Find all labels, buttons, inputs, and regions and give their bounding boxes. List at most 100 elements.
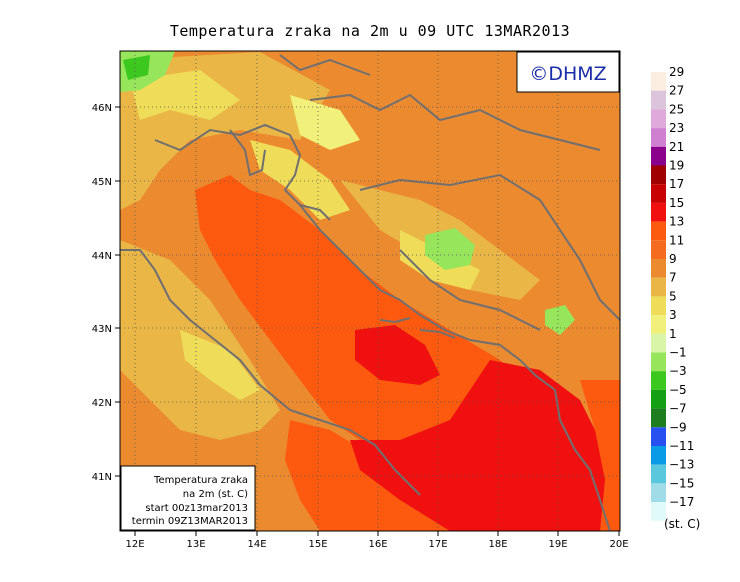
istria xyxy=(229,129,266,177)
legend-swatch xyxy=(651,352,666,372)
field-green-dark xyxy=(123,55,150,80)
legend-label: −3 xyxy=(669,364,687,378)
field-green-montenegro xyxy=(545,305,575,335)
legend-swatch xyxy=(651,90,666,110)
legend-swatch xyxy=(651,502,666,521)
island-1 xyxy=(299,204,331,221)
legend-label: 17 xyxy=(669,177,684,191)
graticule xyxy=(120,51,620,531)
legend-label: 25 xyxy=(669,102,684,116)
lon-tick-20e: 20E xyxy=(609,539,628,550)
info-line-1: Temperatura zraka xyxy=(153,475,248,486)
legend-label: 11 xyxy=(669,233,684,247)
field-pale-yellow xyxy=(290,95,360,150)
legend-label: −5 xyxy=(669,383,687,397)
legend-label: 21 xyxy=(669,140,684,154)
field-adriatic xyxy=(195,175,540,470)
legend-label: 23 xyxy=(669,121,684,135)
lat-tick-45n: 45N xyxy=(92,177,112,188)
lat-labels: 41N 42N 43N 44N 45N 46N xyxy=(92,103,112,483)
field-albania xyxy=(580,380,620,531)
lon-tick-13e: 13E xyxy=(186,539,205,550)
inner-border xyxy=(399,249,541,331)
legend-swatch xyxy=(651,389,666,409)
legend-label: 3 xyxy=(669,308,677,322)
field-yellow-apennines xyxy=(180,330,260,400)
legend-label: −11 xyxy=(669,439,694,453)
map-frame xyxy=(119,50,621,532)
legend-swatch xyxy=(651,259,666,278)
info-line-4: termin 09Z13MAR2013 xyxy=(132,516,248,527)
legend-swatch xyxy=(651,427,666,446)
legend-swatch xyxy=(651,165,666,185)
coastlines xyxy=(120,54,620,531)
alpine-border xyxy=(279,54,371,76)
island-2 xyxy=(379,317,411,324)
lon-tick-15e: 15E xyxy=(308,539,327,550)
legend-label: −13 xyxy=(669,458,694,472)
bosnia-border xyxy=(359,173,620,321)
field-green-bosnia xyxy=(425,228,475,270)
lat-tick-43n: 43N xyxy=(92,324,112,335)
lon-tick-18e: 18E xyxy=(488,539,507,550)
legend-label: −9 xyxy=(669,420,687,434)
lon-tick-16e: 16E xyxy=(368,539,387,550)
legend-swatch xyxy=(651,72,666,91)
lon-tick-12e: 12E xyxy=(125,539,144,550)
legend-label: 7 xyxy=(669,271,677,285)
legend-label: −7 xyxy=(669,402,687,416)
field-yellow-lika xyxy=(250,140,350,220)
lat-tick-46n: 46N xyxy=(92,103,112,114)
legend-swatch xyxy=(651,184,666,203)
legend-swatch xyxy=(651,146,666,166)
lon-tick-17e: 17E xyxy=(428,539,447,550)
legend-swatch xyxy=(651,202,666,222)
watermark-text: ©DHMZ xyxy=(529,63,606,85)
watermark-box xyxy=(516,51,620,93)
lon-tick-19e: 19E xyxy=(548,539,567,550)
legend-unit: (st. C) xyxy=(664,517,700,531)
field-yellow-1 xyxy=(130,70,240,120)
island-3 xyxy=(419,329,456,339)
legend-label: 29 xyxy=(669,65,684,79)
info-line-2: na 2m (st. C) xyxy=(183,489,248,500)
field-hot-south xyxy=(350,360,610,531)
legend-label: −17 xyxy=(669,495,694,509)
legend-label: 9 xyxy=(669,252,677,266)
temperature-field xyxy=(120,51,620,531)
legend-swatch xyxy=(651,221,666,241)
legend-swatch xyxy=(651,483,666,503)
legend-label: 13 xyxy=(669,215,684,229)
legend-swatch xyxy=(651,315,666,334)
legend-label: 19 xyxy=(669,159,684,173)
legend-label: 5 xyxy=(669,289,677,303)
italy-coast xyxy=(120,249,421,496)
lat-tick-44n: 44N xyxy=(92,251,112,262)
lon-tick-14e: 14E xyxy=(247,539,266,550)
lat-tick-41n: 41N xyxy=(92,472,112,483)
color-legend: 29 27 25 23 21 19 17 15 13 11 9 7 5 3 1 −1 −3 −5 −7 −9 −11 −1… xyxy=(651,65,694,521)
legend-swatch xyxy=(651,464,666,484)
field-south-sea xyxy=(285,420,600,531)
legend-swatch xyxy=(651,240,666,259)
legend-swatch xyxy=(651,277,666,297)
legend-swatch xyxy=(651,408,666,428)
legend-label: 15 xyxy=(669,196,684,210)
legend-swatch xyxy=(651,333,666,353)
east-adriatic-coast xyxy=(154,123,611,531)
legend-label: 1 xyxy=(669,327,677,341)
legend-swatch xyxy=(651,109,666,129)
lat-tick-42n: 42N xyxy=(92,398,112,409)
legend-label: 27 xyxy=(669,84,684,98)
info-box xyxy=(120,465,256,531)
legend-label: −15 xyxy=(669,476,694,490)
info-line-3: start 00z13mar2013 xyxy=(145,503,248,514)
map-title: Temperatura zraka na 2m u 09 UTC 13MAR20… xyxy=(169,22,571,40)
legend-label: −1 xyxy=(669,346,687,360)
legend-swatch xyxy=(651,371,666,390)
legend-swatch xyxy=(651,446,666,465)
north-border xyxy=(309,93,601,151)
lon-labels: 12E 13E 14E 15E 16E 17E 18E 19E 20E xyxy=(125,539,628,550)
tick-marks xyxy=(115,106,620,536)
